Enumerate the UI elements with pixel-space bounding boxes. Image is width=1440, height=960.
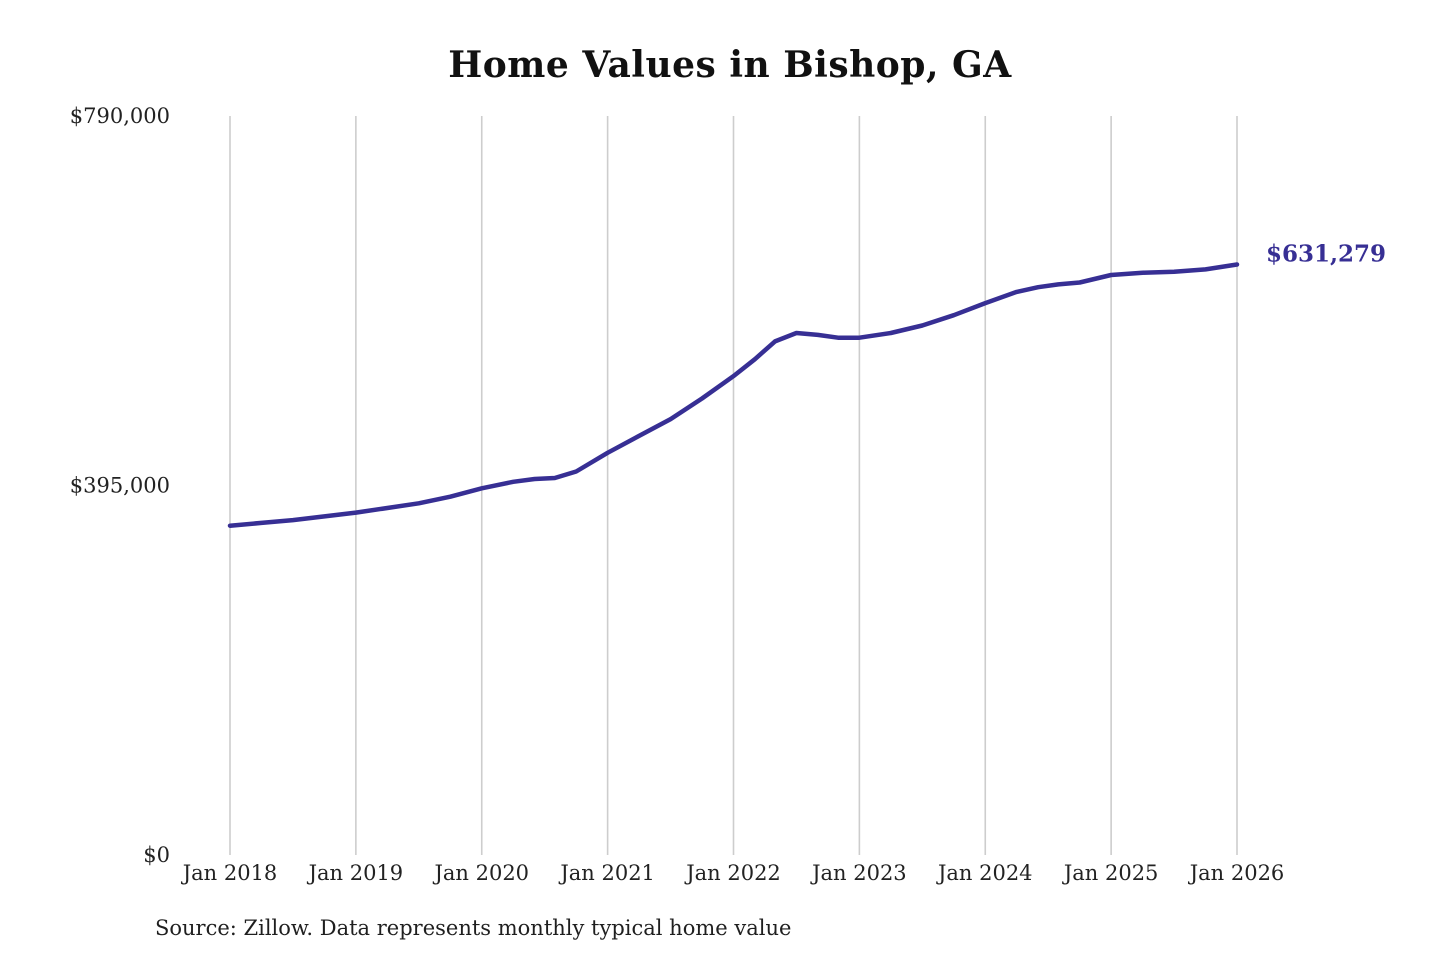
x-axis-tick-label: Jan 2023 [810, 861, 907, 885]
x-axis-tick-label: Jan 2021 [558, 861, 655, 885]
end-value-label: $631,279 [1266, 240, 1386, 267]
source-note: Source: Zillow. Data represents monthly … [155, 916, 792, 940]
x-axis-tick-label: Jan 2019 [307, 861, 404, 885]
y-axis-tick-label: $395,000 [70, 474, 170, 498]
x-axis-tick-label: Jan 2020 [432, 861, 529, 885]
home-value-line [227, 262, 1240, 528]
y-axis-tick-label: $0 [143, 843, 170, 867]
x-axis-tick-label: Jan 2025 [1062, 861, 1159, 885]
x-axis-tick-label: Jan 2024 [936, 861, 1033, 885]
x-axis-tick-label: Jan 2022 [684, 861, 781, 885]
x-axis-tick-label: Jan 2018 [181, 861, 278, 885]
chart-title: Home Values in Bishop, GA [448, 44, 1012, 86]
y-axis-tick-label: $790,000 [70, 104, 170, 128]
x-axis-tick-label: Jan 2026 [1188, 861, 1285, 885]
